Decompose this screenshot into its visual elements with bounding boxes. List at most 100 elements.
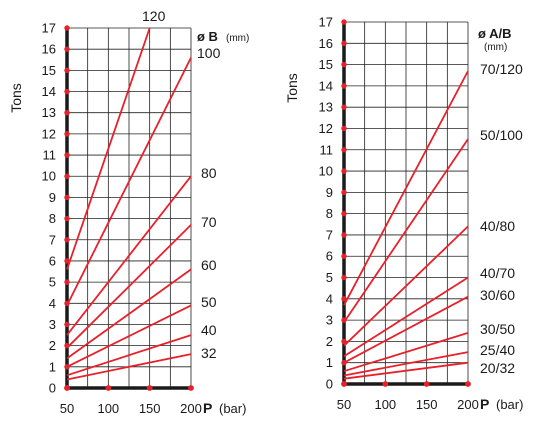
y-tick-label: 13 <box>319 100 333 115</box>
y-tick-dot <box>341 274 347 281</box>
y-tick-dot <box>64 321 70 328</box>
series-label: 40/70 <box>480 265 515 281</box>
y-tick-label: 10 <box>319 164 333 179</box>
y-tick-dot <box>64 46 70 52</box>
series-label: 32 <box>201 345 217 361</box>
y-tick-label: 7 <box>49 232 56 247</box>
y-tick-dot <box>341 210 347 217</box>
y-tick-dot <box>341 61 347 68</box>
x-tick-label: 150 <box>416 397 438 412</box>
x-axis-label: P <box>480 396 489 412</box>
y-tick-dot <box>341 168 347 174</box>
y-tick-label: 0 <box>49 381 56 396</box>
y-tick-dot <box>341 338 347 345</box>
y-tick-label: 2 <box>49 338 56 353</box>
y-tick-dot <box>64 279 70 285</box>
y-tick-dot <box>341 296 347 302</box>
series-line-40-70 <box>343 276 469 358</box>
y-tick-label: 1 <box>326 355 333 370</box>
y-tick-label: 6 <box>49 253 56 268</box>
y-tick-dot <box>341 189 347 196</box>
series-label: 80 <box>201 165 217 181</box>
y-axis-label: Tons <box>284 73 300 103</box>
series-label: 70 <box>201 214 217 230</box>
y-tick-dot <box>341 83 347 89</box>
y-tick-label: 6 <box>326 249 333 264</box>
y-tick-label: 4 <box>326 291 333 306</box>
y-tick-label: 8 <box>326 206 333 221</box>
y-tick-dot <box>341 253 347 259</box>
series-line-40-80 <box>343 225 469 347</box>
series-line-25-40 <box>343 351 469 377</box>
series-label: 25/40 <box>480 342 515 358</box>
x-tick-label: 50 <box>337 397 351 412</box>
y-tick-label: 7 <box>326 227 333 242</box>
x-tick-dot <box>146 385 153 391</box>
y-tick-label: 5 <box>326 270 333 285</box>
y-tick-dot <box>341 232 347 238</box>
x-tick-dot <box>423 381 430 387</box>
y-tick-label: 16 <box>319 36 333 51</box>
y-tick-label: 5 <box>49 275 56 290</box>
series-line-30-60 <box>343 295 469 364</box>
series-label: 120 <box>142 8 166 24</box>
y-tick-label: 14 <box>42 84 56 99</box>
series-line-80 <box>66 175 192 336</box>
series-line-20-32 <box>343 361 469 380</box>
y-tick-dot <box>64 25 70 31</box>
x-tick-dot <box>105 385 112 391</box>
y-tick-label: 10 <box>42 169 56 184</box>
series-line-40 <box>66 334 192 377</box>
y-tick-label: 8 <box>49 211 56 226</box>
x-axis-label: P <box>203 400 212 416</box>
series-label: 40 <box>201 322 217 338</box>
y-tick-label: 16 <box>42 42 56 57</box>
y-tick-dot <box>341 40 347 46</box>
y-tick-label: 1 <box>49 359 56 374</box>
grid <box>344 21 469 384</box>
x-tick-label: 150 <box>139 401 161 416</box>
y-tick-dot <box>64 152 70 158</box>
y-tick-dot <box>64 110 70 116</box>
y-tick-label: 3 <box>326 313 333 328</box>
y-tick-label: 15 <box>319 57 333 72</box>
x-tick-label: 200 <box>180 401 202 416</box>
series-line-120 <box>66 27 151 270</box>
y-tick-dot <box>64 88 70 95</box>
series-line-50 <box>66 304 192 368</box>
y-tick-dot <box>64 215 70 222</box>
y-tick-label: 9 <box>326 185 333 200</box>
series-line-30-50 <box>343 332 469 373</box>
x-axis-unit: (bar) <box>496 397 523 412</box>
x-axis-unit: (bar) <box>219 401 246 416</box>
y-tick-dot <box>341 125 347 132</box>
y-tick-dot <box>64 131 70 137</box>
x-tick-dot <box>341 381 347 387</box>
y-tick-dot <box>64 237 70 243</box>
x-tick-dot <box>382 381 389 387</box>
y-tick-label: 2 <box>326 334 333 349</box>
x-tick-dot <box>64 385 70 391</box>
y-tick-label: 13 <box>42 105 56 120</box>
x-tick-label: 100 <box>97 401 119 416</box>
series-label: 20/32 <box>480 360 515 376</box>
series-label: 60 <box>201 257 217 273</box>
series-line-70 <box>66 224 192 349</box>
y-tick-dot <box>341 147 347 153</box>
series-label: 100 <box>197 45 221 61</box>
y-tick-label: 14 <box>319 78 333 93</box>
y-tick-label: 4 <box>49 296 56 311</box>
legend-unit: (mm) <box>484 42 507 53</box>
y-tick-label: 17 <box>319 15 333 30</box>
y-tick-label: 11 <box>43 148 57 163</box>
y-tick-dot <box>64 173 70 179</box>
x-tick-label: 200 <box>457 397 479 412</box>
y-tick-label: 15 <box>42 63 56 78</box>
y-tick-label: 12 <box>42 126 56 141</box>
y-tick-label: 9 <box>49 190 56 205</box>
series-label: 50 <box>201 294 217 310</box>
series-line-50-100 <box>343 138 469 323</box>
x-tick-label: 50 <box>60 401 74 416</box>
